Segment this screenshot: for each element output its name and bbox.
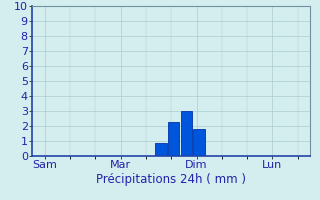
X-axis label: Précipitations 24h ( mm ): Précipitations 24h ( mm )	[96, 173, 246, 186]
Bar	[181, 111, 192, 156]
Bar	[193, 129, 205, 156]
Bar	[156, 142, 167, 156]
Bar	[168, 121, 180, 156]
